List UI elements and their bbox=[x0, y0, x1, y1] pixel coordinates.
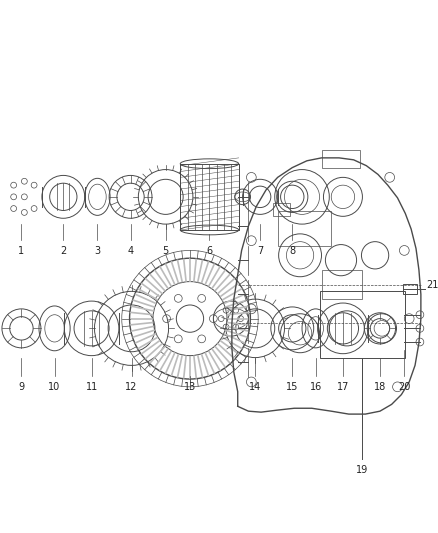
Bar bbox=[321, 270, 362, 299]
Text: 12: 12 bbox=[125, 382, 138, 392]
Text: 11: 11 bbox=[85, 382, 98, 392]
Text: 10: 10 bbox=[49, 382, 61, 392]
Text: 18: 18 bbox=[374, 382, 386, 392]
Bar bbox=[273, 203, 290, 216]
Text: 6: 6 bbox=[206, 246, 212, 255]
Text: 17: 17 bbox=[337, 382, 349, 392]
Text: 1: 1 bbox=[18, 246, 25, 255]
Text: 20: 20 bbox=[398, 382, 410, 392]
Text: 16: 16 bbox=[310, 382, 322, 392]
Text: 8: 8 bbox=[289, 246, 295, 255]
Text: 14: 14 bbox=[249, 382, 261, 392]
Text: 4: 4 bbox=[127, 246, 134, 255]
Text: 13: 13 bbox=[184, 382, 196, 392]
Text: 5: 5 bbox=[162, 246, 169, 255]
Bar bbox=[321, 150, 360, 167]
Text: 9: 9 bbox=[18, 382, 25, 392]
Bar bbox=[278, 212, 331, 246]
Text: 2: 2 bbox=[60, 246, 67, 255]
Text: 21: 21 bbox=[427, 280, 438, 290]
Text: 7: 7 bbox=[257, 246, 263, 255]
Text: 15: 15 bbox=[286, 382, 298, 392]
Text: 3: 3 bbox=[94, 246, 100, 255]
Bar bbox=[180, 164, 239, 230]
Bar bbox=[403, 284, 417, 294]
Text: 19: 19 bbox=[356, 465, 368, 475]
Bar bbox=[320, 292, 405, 358]
